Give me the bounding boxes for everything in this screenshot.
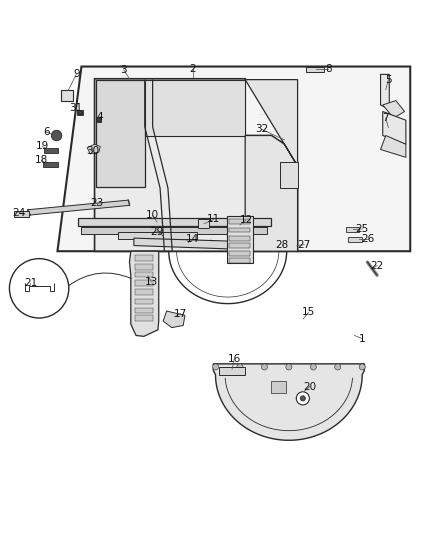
Text: 23: 23 [90, 198, 103, 208]
Polygon shape [346, 227, 359, 232]
Polygon shape [95, 79, 297, 251]
Polygon shape [245, 79, 297, 251]
Text: 13: 13 [145, 277, 158, 287]
Text: 22: 22 [371, 261, 384, 271]
Circle shape [300, 395, 305, 401]
Polygon shape [78, 217, 272, 227]
Text: 30: 30 [86, 146, 99, 156]
Polygon shape [134, 238, 232, 249]
Text: 16: 16 [228, 354, 241, 364]
Text: 11: 11 [207, 214, 220, 224]
Polygon shape [198, 220, 209, 228]
Text: 4: 4 [97, 112, 103, 122]
Polygon shape [96, 79, 145, 187]
Polygon shape [383, 101, 405, 118]
FancyBboxPatch shape [135, 272, 152, 277]
Text: 29: 29 [150, 227, 164, 237]
Circle shape [237, 364, 243, 370]
Polygon shape [219, 367, 245, 375]
Polygon shape [163, 311, 185, 328]
Circle shape [51, 130, 62, 141]
Circle shape [261, 364, 268, 370]
Polygon shape [96, 117, 101, 123]
Polygon shape [381, 135, 406, 157]
Text: 9: 9 [73, 69, 80, 79]
Circle shape [286, 364, 292, 370]
Text: 5: 5 [385, 75, 392, 85]
FancyBboxPatch shape [271, 381, 286, 393]
Text: 31: 31 [69, 103, 82, 114]
Text: 18: 18 [35, 155, 48, 165]
FancyBboxPatch shape [230, 228, 251, 232]
Polygon shape [227, 216, 253, 263]
FancyBboxPatch shape [135, 289, 152, 295]
FancyBboxPatch shape [230, 258, 251, 263]
Polygon shape [28, 200, 130, 215]
Text: 8: 8 [325, 64, 332, 74]
Polygon shape [145, 79, 245, 135]
Circle shape [10, 259, 69, 318]
Polygon shape [130, 251, 159, 336]
Circle shape [212, 364, 219, 370]
Text: 32: 32 [255, 124, 268, 134]
Polygon shape [61, 90, 73, 101]
Polygon shape [14, 211, 29, 217]
Text: 7: 7 [382, 113, 389, 123]
Text: 26: 26 [362, 235, 375, 245]
Polygon shape [77, 110, 83, 116]
Polygon shape [81, 227, 267, 234]
Circle shape [359, 364, 365, 370]
Text: 6: 6 [43, 127, 49, 137]
Polygon shape [381, 75, 389, 109]
Polygon shape [280, 161, 297, 188]
Text: 19: 19 [35, 141, 49, 151]
FancyBboxPatch shape [135, 308, 152, 313]
Text: 17: 17 [174, 309, 187, 319]
Text: 12: 12 [240, 215, 253, 225]
Text: 20: 20 [303, 382, 316, 392]
Circle shape [335, 364, 341, 370]
Circle shape [296, 392, 309, 405]
FancyBboxPatch shape [230, 220, 251, 224]
Polygon shape [348, 237, 362, 243]
FancyBboxPatch shape [135, 264, 152, 270]
Text: 24: 24 [12, 208, 26, 218]
FancyBboxPatch shape [230, 251, 251, 256]
Circle shape [310, 364, 316, 370]
FancyBboxPatch shape [230, 236, 251, 241]
Polygon shape [43, 161, 58, 167]
Polygon shape [57, 67, 410, 251]
FancyBboxPatch shape [230, 244, 251, 248]
Text: 14: 14 [186, 235, 199, 245]
FancyBboxPatch shape [135, 316, 152, 321]
Text: 15: 15 [302, 308, 315, 317]
Polygon shape [44, 148, 58, 153]
Text: 3: 3 [120, 65, 127, 75]
Text: 1: 1 [359, 334, 366, 344]
Polygon shape [118, 232, 197, 239]
FancyBboxPatch shape [135, 299, 152, 304]
FancyBboxPatch shape [135, 280, 152, 286]
Text: 10: 10 [146, 211, 159, 221]
Text: 25: 25 [356, 224, 369, 234]
FancyBboxPatch shape [135, 255, 152, 261]
Polygon shape [213, 364, 364, 440]
Text: 28: 28 [276, 240, 289, 249]
Text: 21: 21 [24, 278, 37, 288]
Polygon shape [383, 111, 406, 144]
Text: 2: 2 [190, 64, 196, 74]
Polygon shape [306, 67, 324, 72]
Text: 27: 27 [297, 240, 311, 249]
Polygon shape [87, 144, 100, 154]
